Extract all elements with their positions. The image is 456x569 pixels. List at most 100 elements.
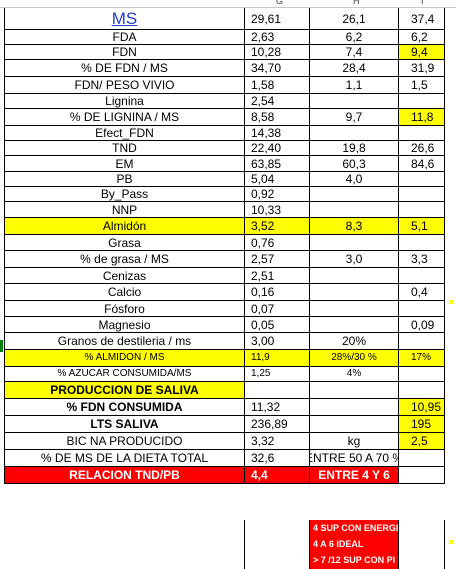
row-label-cell[interactable]: RELACION TND/PB xyxy=(4,467,245,484)
value-cell-h[interactable]: 19,8 xyxy=(310,141,399,156)
row-label-cell[interactable]: % FDN CONSUMIDA xyxy=(4,399,245,416)
value-cell-g[interactable]: 2,57 xyxy=(245,251,310,268)
value-cell-g[interactable]: 0,05 xyxy=(245,317,310,333)
value-cell-g[interactable]: 8,58 xyxy=(245,109,310,126)
value-cell-g[interactable]: 2,63 xyxy=(245,30,310,45)
value-cell-g[interactable]: 4,4 xyxy=(245,467,310,484)
value-cell-h[interactable] xyxy=(310,317,399,333)
value-cell-i[interactable] xyxy=(399,382,445,399)
value-cell-h[interactable] xyxy=(310,416,399,433)
row-label-cell[interactable]: Magnesio xyxy=(4,317,245,333)
value-cell-h[interactable]: 9,7 xyxy=(310,109,399,126)
value-cell-h[interactable]: kg xyxy=(310,433,399,450)
value-cell-i[interactable] xyxy=(399,268,445,284)
value-cell-i[interactable] xyxy=(399,187,445,202)
row-label-cell[interactable]: LTS SALIVA xyxy=(4,416,245,433)
value-cell-g[interactable]: 10,28 xyxy=(245,45,310,60)
value-cell-i[interactable]: 84,6 xyxy=(399,156,445,172)
value-cell-h[interactable] xyxy=(310,399,399,416)
value-cell-i[interactable]: 5,1 xyxy=(399,218,445,235)
row-label-cell[interactable]: TND xyxy=(4,141,245,156)
value-cell-g[interactable]: 22,40 xyxy=(245,141,310,156)
value-cell-i[interactable] xyxy=(399,467,445,484)
value-cell-i[interactable] xyxy=(399,301,445,317)
value-cell-h[interactable]: 28%/30 % xyxy=(310,350,399,367)
row-label-cell[interactable]: Lignina xyxy=(4,94,245,109)
value-cell-g[interactable]: 1,25 xyxy=(245,367,310,382)
row-label-cell[interactable]: Calcio xyxy=(4,284,245,301)
value-cell-g[interactable]: 34,70 xyxy=(245,60,310,77)
value-cell-h[interactable] xyxy=(310,268,399,284)
row-label-cell[interactable]: % DE FDN / MS xyxy=(4,60,245,77)
value-cell-g[interactable]: 1,58 xyxy=(245,77,310,94)
value-cell-h[interactable] xyxy=(310,187,399,202)
notes-cell[interactable]: 4 SUP CON ENERGI 4 A 6 IDEAL > 7 /12 SUP… xyxy=(310,520,399,569)
row-label-cell[interactable]: FDN/ PESO VIVIO xyxy=(4,77,245,94)
row-label-cell[interactable]: Almidón xyxy=(4,218,245,235)
row-label-cell[interactable]: By_Pass xyxy=(4,187,245,202)
value-cell-g[interactable]: 3,52 xyxy=(245,218,310,235)
value-cell-g[interactable]: 2,51 xyxy=(245,268,310,284)
value-cell-g[interactable]: 3,00 xyxy=(245,333,310,350)
value-cell-g[interactable]: 5,04 xyxy=(245,172,310,187)
value-cell-i[interactable] xyxy=(399,450,445,467)
value-cell-h[interactable] xyxy=(310,202,399,218)
value-cell-g[interactable]: 0,76 xyxy=(245,235,310,251)
value-cell-i[interactable]: 31,9 xyxy=(399,60,445,77)
value-cell-i[interactable]: 0,4 xyxy=(399,284,445,301)
column-header-h[interactable]: H xyxy=(353,0,360,6)
notes-empty-left[interactable] xyxy=(4,520,245,569)
value-cell-g[interactable]: 63,85 xyxy=(245,156,310,172)
row-label-cell[interactable]: NNP xyxy=(4,202,245,218)
value-cell-g[interactable]: 236,89 xyxy=(245,416,310,433)
value-cell-i[interactable]: 26,6 xyxy=(399,141,445,156)
value-cell-h[interactable]: 4,0 xyxy=(310,172,399,187)
row-label-cell[interactable]: EM xyxy=(4,156,245,172)
row-label-cell[interactable]: FDN xyxy=(4,45,245,60)
value-cell-h[interactable] xyxy=(310,126,399,141)
column-header-i[interactable]: I xyxy=(421,0,424,6)
value-cell-i[interactable]: 17% xyxy=(399,350,445,367)
row-label-cell[interactable]: Cenizas xyxy=(4,268,245,284)
row-label-cell[interactable]: Grasa xyxy=(4,235,245,251)
value-cell-g[interactable]: 11,32 xyxy=(245,399,310,416)
value-cell-g[interactable]: 0,92 xyxy=(245,187,310,202)
value-cell-g[interactable]: 10,33 xyxy=(245,202,310,218)
row-label-cell[interactable]: MS xyxy=(4,8,245,30)
value-cell-i[interactable]: 9,4 xyxy=(399,45,445,60)
row-label-cell[interactable]: FDA xyxy=(4,30,245,45)
value-cell-i[interactable]: 6,2 xyxy=(399,30,445,45)
value-cell-i[interactable] xyxy=(399,235,445,251)
value-cell-h[interactable]: 6,2 xyxy=(310,30,399,45)
value-cell-i[interactable]: 3,3 xyxy=(399,251,445,268)
value-cell-i[interactable]: 2,5 xyxy=(399,433,445,450)
value-cell-h[interactable] xyxy=(310,94,399,109)
value-cell-h[interactable]: 1,1 xyxy=(310,77,399,94)
value-cell-i[interactable] xyxy=(399,126,445,141)
row-label-cell[interactable]: % AZUCAR CONSUMIDA/MS xyxy=(4,367,245,382)
value-cell-g[interactable]: 11,9 xyxy=(245,350,310,367)
value-cell-h[interactable] xyxy=(310,382,399,399)
value-cell-h[interactable] xyxy=(310,301,399,317)
value-cell-h[interactable]: 7,4 xyxy=(310,45,399,60)
value-cell-g[interactable]: 0,16 xyxy=(245,284,310,301)
value-cell-h[interactable]: 60,3 xyxy=(310,156,399,172)
value-cell-i[interactable]: 11,8 xyxy=(399,109,445,126)
value-cell-h[interactable]: 20% xyxy=(310,333,399,350)
value-cell-i[interactable]: 0,09 xyxy=(399,317,445,333)
value-cell-i[interactable]: 195 xyxy=(399,416,445,433)
value-cell-h[interactable]: 3,0 xyxy=(310,251,399,268)
value-cell-i[interactable] xyxy=(399,333,445,350)
value-cell-i[interactable] xyxy=(399,172,445,187)
value-cell-h[interactable] xyxy=(310,284,399,301)
value-cell-h[interactable]: 4% xyxy=(310,367,399,382)
value-cell-i[interactable]: 1,5 xyxy=(399,77,445,94)
row-label-cell[interactable]: Granos de destileria / ms xyxy=(4,333,245,350)
row-label-cell[interactable]: PRODUCCION DE SALIVA xyxy=(4,382,245,399)
value-cell-i[interactable]: 10,95 xyxy=(399,399,445,416)
value-cell-g[interactable]: 0,07 xyxy=(245,301,310,317)
notes-empty-g[interactable] xyxy=(245,520,310,569)
value-cell-i[interactable] xyxy=(399,367,445,382)
value-cell-g[interactable]: 2,54 xyxy=(245,94,310,109)
value-cell-i[interactable] xyxy=(399,202,445,218)
